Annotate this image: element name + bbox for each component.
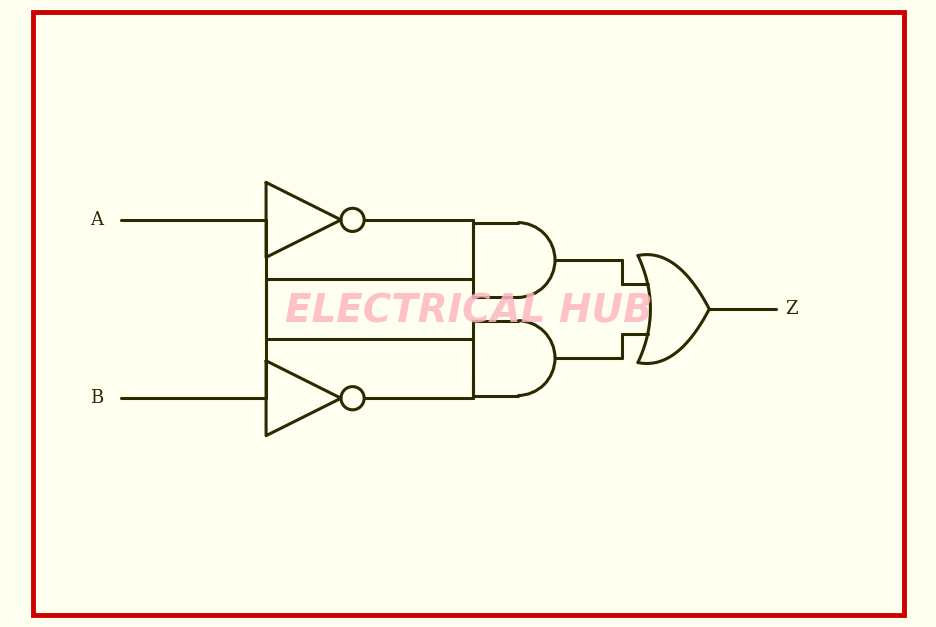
Text: Z: Z — [784, 300, 797, 318]
Text: ELECTRICAL HUB: ELECTRICAL HUB — [285, 293, 651, 330]
Text: B: B — [90, 389, 103, 407]
Text: A: A — [90, 211, 103, 229]
